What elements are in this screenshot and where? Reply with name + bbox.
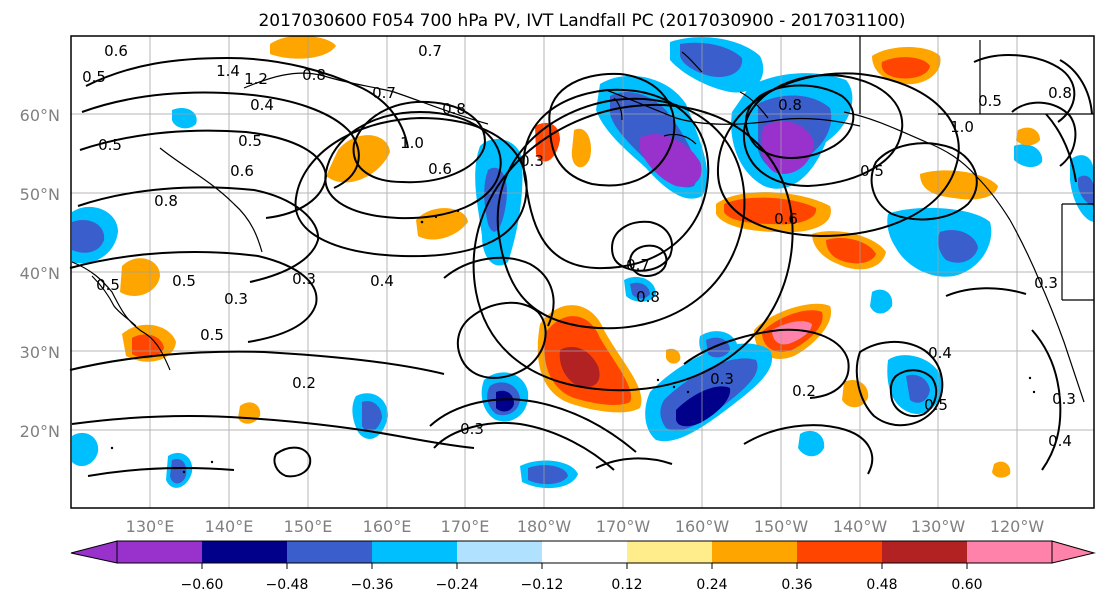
lon-label-120w: 120°W bbox=[990, 517, 1045, 536]
lon-label-140w: 140°W bbox=[833, 517, 888, 536]
colorbar-swatch bbox=[882, 541, 967, 563]
colorbar-swatch bbox=[967, 541, 1052, 563]
map-border bbox=[70, 35, 1095, 509]
colorbar-right-arrow bbox=[1051, 540, 1096, 564]
contour-label: 0.5 bbox=[82, 68, 106, 86]
contour-label: 0.6 bbox=[428, 160, 452, 178]
lat-label-60n: 60°N bbox=[20, 106, 60, 125]
lon-label-150w: 150°W bbox=[754, 517, 809, 536]
lon-label-130e: 130°E bbox=[126, 517, 175, 536]
colorbar-tick-label: −0.24 bbox=[436, 577, 479, 593]
lat-label-20n: 20°N bbox=[20, 422, 60, 441]
colorbar-swatch bbox=[287, 541, 372, 563]
colorbar-border bbox=[116, 540, 1053, 564]
lon-label-180w: 180°W bbox=[517, 517, 572, 536]
contour-label: 0.2 bbox=[292, 374, 316, 392]
contour-label: 1.2 bbox=[244, 70, 268, 88]
contour-label: 0.5 bbox=[172, 272, 196, 290]
colorbar-tick-label: −0.12 bbox=[521, 577, 564, 593]
contour-label: 0.6 bbox=[104, 42, 128, 60]
contour-label: 0.6 bbox=[774, 210, 798, 228]
figure-title: 2017030600 F054 700 hPa PV, IVT Landfall… bbox=[258, 11, 905, 31]
contour-label: 0.4 bbox=[928, 344, 952, 362]
colorbar-swatch bbox=[797, 541, 882, 563]
contour-label: 0.4 bbox=[370, 272, 394, 290]
contour-label: 0.3 bbox=[1052, 390, 1076, 408]
contour-label: 0.8 bbox=[154, 192, 178, 210]
colorbar-tick-label: 0.48 bbox=[866, 577, 897, 593]
colorbar: −0.60 −0.48 −0.36 −0.24 −0.12 0.12 0.24 … bbox=[70, 540, 1096, 593]
contour-label: 0.5 bbox=[98, 136, 122, 154]
map-gridlines bbox=[71, 36, 1094, 508]
contour-label: 0.8 bbox=[442, 100, 466, 118]
longitude-labels: 130°E 140°E 150°E 160°E 170°E 180°W 170°… bbox=[126, 517, 1045, 536]
lon-label-140e: 140°E bbox=[205, 517, 254, 536]
contour-label: 0.6 bbox=[230, 162, 254, 180]
contour-label: 0.5 bbox=[200, 326, 224, 344]
colorbar-swatch bbox=[372, 541, 457, 563]
lon-label-160w: 160°W bbox=[675, 517, 730, 536]
colorbar-tick-label: 0.60 bbox=[951, 577, 982, 593]
colorbar-tick-label: 0.12 bbox=[611, 577, 642, 593]
contour-label: 0.8 bbox=[636, 288, 660, 306]
contour-label: 1.4 bbox=[216, 62, 240, 80]
contour-label: 0.8 bbox=[778, 96, 802, 114]
colorbar-swatch bbox=[542, 541, 627, 563]
contour-label: 0.5 bbox=[96, 276, 120, 294]
lon-label-160e: 160°E bbox=[363, 517, 412, 536]
contour-label: 0.7 bbox=[626, 256, 650, 274]
lat-label-50n: 50°N bbox=[20, 185, 60, 204]
contour-label: 0.3 bbox=[292, 270, 316, 288]
contour-labels: 0.6 0.5 1.4 1.2 0.4 0.8 0.5 1.0 0.6 0.7 … bbox=[82, 42, 1076, 450]
ivt-pc-shading bbox=[72, 35, 1094, 489]
contour-label: 0.3 bbox=[460, 420, 484, 438]
colorbar-left-arrow bbox=[70, 540, 118, 564]
contour-label: 1.0 bbox=[400, 134, 424, 152]
contour-label: 0.3 bbox=[710, 370, 734, 388]
contour-label: 0.4 bbox=[250, 96, 274, 114]
colorbar-swatch bbox=[117, 541, 202, 563]
contour-label: 0.7 bbox=[418, 42, 442, 60]
colorbar-swatch bbox=[202, 541, 287, 563]
small-coastline-features bbox=[110, 209, 1036, 474]
contour-label: 0.8 bbox=[302, 66, 326, 84]
lon-label-130w: 130°W bbox=[911, 517, 966, 536]
colorbar-tick-label: −0.60 bbox=[181, 577, 224, 593]
contour-label: 0.5 bbox=[978, 92, 1002, 110]
colorbar-tick-label: 0.24 bbox=[696, 577, 727, 593]
colorbar-tick-label: −0.48 bbox=[266, 577, 309, 593]
colorbar-swatch bbox=[627, 541, 712, 563]
contour-label: 0.3 bbox=[520, 152, 544, 170]
coastlines bbox=[71, 36, 1094, 403]
colorbar-swatch bbox=[457, 541, 542, 563]
pv-contours bbox=[69, 54, 1093, 478]
colorbar-ticks bbox=[201, 563, 968, 569]
contour-label: 0.3 bbox=[1034, 274, 1058, 292]
contour-label: 0.7 bbox=[372, 84, 396, 102]
contour-label: 0.3 bbox=[224, 290, 248, 308]
colorbar-tick-label: 0.36 bbox=[781, 577, 812, 593]
contour-label: 0.8 bbox=[1048, 84, 1072, 102]
lon-label-170e: 170°E bbox=[441, 517, 490, 536]
colorbar-swatch bbox=[712, 541, 797, 563]
contour-label: 0.5 bbox=[924, 396, 948, 414]
contour-label: 1.0 bbox=[950, 118, 974, 136]
contour-label: 0.5 bbox=[860, 162, 884, 180]
lon-label-150e: 150°E bbox=[284, 517, 333, 536]
latitude-labels: 60°N 50°N 40°N 30°N 20°N bbox=[20, 106, 60, 441]
lat-label-40n: 40°N bbox=[20, 264, 60, 283]
contour-label: 0.4 bbox=[1048, 432, 1072, 450]
contour-label: 0.2 bbox=[792, 382, 816, 400]
lon-label-170w: 170°W bbox=[596, 517, 651, 536]
map-panel: 0.6 0.5 1.4 1.2 0.4 0.8 0.5 1.0 0.6 0.7 … bbox=[69, 35, 1095, 509]
contour-label: 0.5 bbox=[238, 132, 262, 150]
colorbar-tick-label: −0.36 bbox=[351, 577, 394, 593]
lat-label-30n: 30°N bbox=[20, 343, 60, 362]
